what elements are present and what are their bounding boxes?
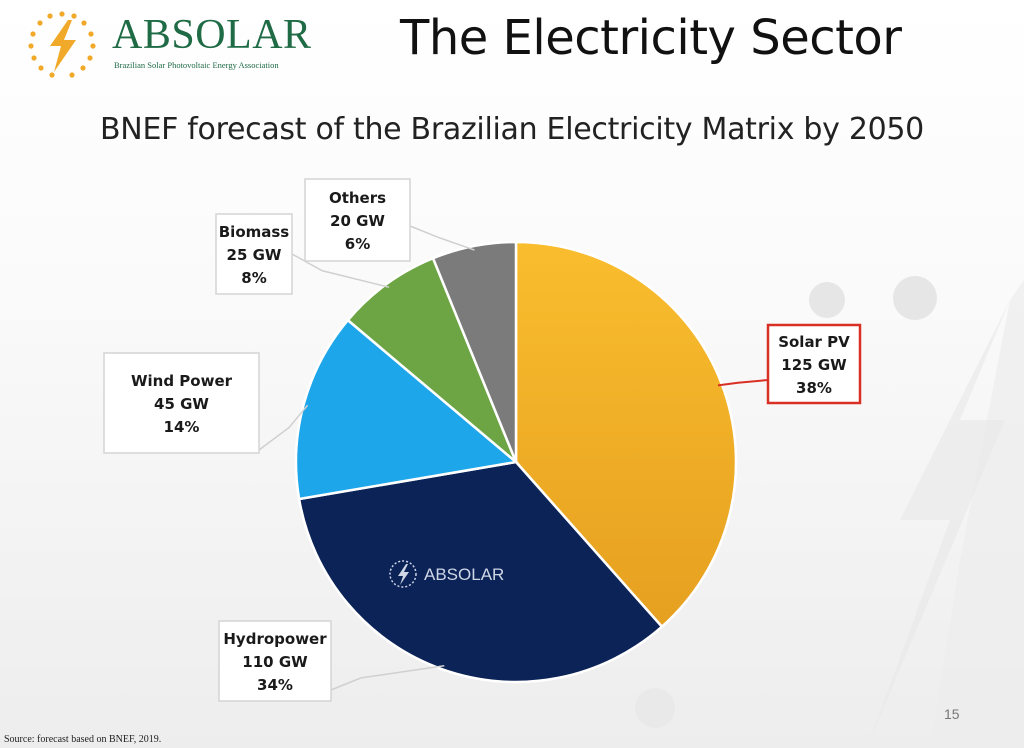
data-label-biomass-value: 25 GW xyxy=(227,246,282,264)
slide-title: The Electricity Sector xyxy=(400,10,902,66)
data-label-others-label: Others xyxy=(329,189,386,207)
logo-tagline: Brazilian Solar Photovoltaic Energy Asso… xyxy=(114,60,279,70)
source-note: Source: forecast based on BNEF, 2019. xyxy=(4,734,162,745)
pie-slice-wind-power xyxy=(294,318,519,501)
data-label-wind-power-percent: 14% xyxy=(164,418,200,436)
callout-box-hydropower xyxy=(218,620,332,702)
data-label-biomass-percent: 8% xyxy=(241,269,266,287)
pie-slice-hydropower xyxy=(297,460,664,684)
data-label-wind-power-value: 45 GW xyxy=(154,395,209,413)
pie-slice-biomass xyxy=(346,256,518,463)
chart-subtitle: BNEF forecast of the Brazilian Electrici… xyxy=(100,112,924,147)
absolar-logo: ABSOLAR Brazilian Solar Photovoltaic Ene… xyxy=(22,6,332,78)
pie-slice-others xyxy=(431,240,518,463)
data-label-solar-pv-label: Solar PV xyxy=(778,333,850,351)
callout-box-wind-power xyxy=(103,352,260,454)
sun-lightning-icon xyxy=(28,11,96,78)
leader-line-solar-pv xyxy=(717,379,769,387)
data-label-hydropower-percent: 34% xyxy=(257,676,293,694)
data-label-others-value: 20 GW xyxy=(330,212,385,230)
callout-box-biomass xyxy=(215,213,293,295)
watermark-text: ABSOLAR xyxy=(424,565,504,584)
leader-line-hydropower xyxy=(330,665,445,691)
data-label-hydropower-value: 110 GW xyxy=(242,653,308,671)
callout-box-others xyxy=(304,178,411,262)
data-label-wind-power-label: Wind Power xyxy=(131,372,233,390)
callout-box-solar-pv xyxy=(766,323,862,405)
leader-line-biomass xyxy=(291,253,390,288)
data-label-solar-pv-percent: 38% xyxy=(796,379,832,397)
leader-line-wind-power xyxy=(258,404,309,451)
data-label-others-percent: 6% xyxy=(345,235,370,253)
lightning-bolt xyxy=(398,564,409,585)
logo-name: ABSOLAR xyxy=(112,12,312,58)
data-label-hydropower-label: Hydropower xyxy=(223,630,327,648)
lightning-icon xyxy=(389,560,417,588)
page-number: 15 xyxy=(944,706,960,722)
data-label-solar-pv-value: 125 GW xyxy=(781,356,847,374)
chart-watermark: ABSOLAR xyxy=(389,560,504,588)
data-label-biomass-label: Biomass xyxy=(219,223,290,241)
leader-line-others xyxy=(409,225,475,251)
